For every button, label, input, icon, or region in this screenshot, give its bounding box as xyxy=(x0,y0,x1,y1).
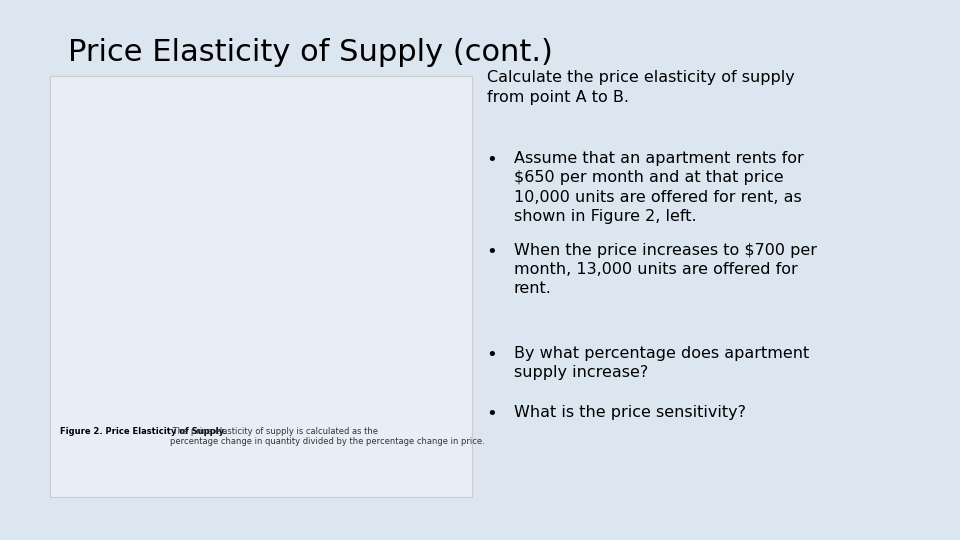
Text: •: • xyxy=(487,151,497,169)
Text: B: B xyxy=(291,204,299,213)
Text: •: • xyxy=(487,405,497,423)
Point xyxy=(255,204,271,213)
X-axis label: Q (1,000s of rental units): Q (1,000s of rental units) xyxy=(182,428,330,438)
Text: •: • xyxy=(487,346,497,363)
Text: Figure 2. Price Elasticity of Supply.: Figure 2. Price Elasticity of Supply. xyxy=(60,427,227,436)
Text: •: • xyxy=(487,243,497,261)
Text: The price elasticity of supply is calculated as the
percentage change in quantit: The price elasticity of supply is calcul… xyxy=(170,427,485,446)
Text: Price Elasticity of Supply (cont.): Price Elasticity of Supply (cont.) xyxy=(68,38,553,67)
Text: A: A xyxy=(184,251,192,261)
Text: S: S xyxy=(366,146,373,156)
Text: What is the price sensitivity?: What is the price sensitivity? xyxy=(514,405,746,420)
Y-axis label: P ($/month): P ($/month) xyxy=(67,234,78,295)
Point xyxy=(214,218,229,227)
Text: Assume that an apartment rents for
$650 per month and at that price
10,000 units: Assume that an apartment rents for $650 … xyxy=(514,151,804,224)
Text: When the price increases to $700 per
month, 13,000 units are offered for
rent.: When the price increases to $700 per mon… xyxy=(514,243,817,296)
Text: Calculate the price elasticity of supply
from point A to B.: Calculate the price elasticity of supply… xyxy=(487,70,795,105)
Text: By what percentage does apartment
supply increase?: By what percentage does apartment supply… xyxy=(514,346,809,380)
